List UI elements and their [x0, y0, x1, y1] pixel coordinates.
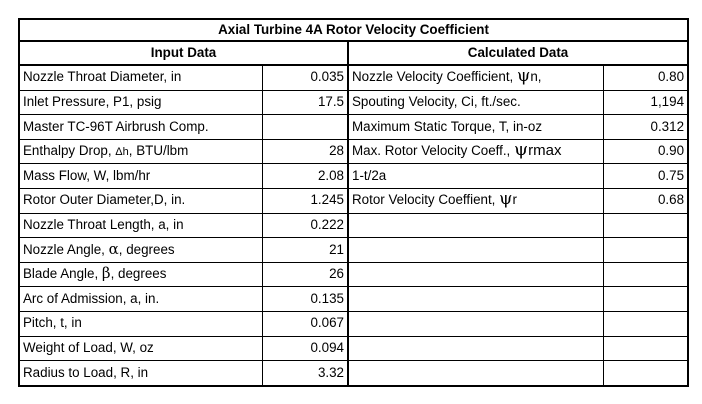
empty-cell [347, 335, 604, 362]
calc-label-text: Nozzle Velocity Coefficient, [352, 69, 517, 85]
input-label: Pitch, t, in [18, 310, 263, 337]
table-row: Nozzle Throat Diameter, in 0.035 Nozzle … [18, 64, 690, 91]
table-title: Axial Turbine 4A Rotor Velocity Coeffici… [17, 18, 690, 42]
input-label: Inlet Pressure, P1, psig [18, 89, 263, 116]
psi-symbol: ψ [514, 139, 529, 161]
table-row: Inlet Pressure, P1, psig 17.5 Spouting V… [18, 89, 690, 116]
empty-cell [347, 212, 604, 239]
calc-label-text: Max. Rotor Velocity Coeff., [352, 143, 514, 159]
input-value: 28 [261, 138, 349, 165]
calc-value: 0.312 [602, 114, 690, 140]
table-row: Pitch, t, in 0.067 [18, 310, 690, 337]
input-label: Nozzle Angle, α, degrees [18, 237, 263, 263]
calc-label-suffix: n, [530, 69, 542, 85]
input-value: 0.222 [261, 212, 349, 239]
empty-cell [602, 237, 690, 263]
table-row: Nozzle Throat Length, a, in 0.222 [18, 212, 690, 239]
empty-cell [602, 360, 690, 387]
header-row: Input Data Calculated Data [18, 40, 690, 66]
table-row: Enthalpy Drop, Δh, BTU/lbm 28 Max. Rotor… [18, 138, 690, 165]
input-value: 17.5 [261, 89, 349, 116]
calc-value: 0.80 [602, 64, 690, 91]
empty-cell [347, 360, 604, 387]
input-value: 21 [261, 237, 349, 263]
input-label-suffix: , degrees [110, 266, 167, 282]
calc-label-text: Rotor Velocity Coeffient, [352, 192, 500, 208]
input-value: 1.245 [261, 187, 349, 214]
input-data-header: Input Data [18, 40, 349, 66]
alpha-symbol: α [108, 239, 119, 258]
input-label: Radius to Load, R, in [18, 360, 263, 387]
input-value: 2.08 [261, 163, 349, 189]
table-row: Weight of Load, W, oz 0.094 [18, 335, 690, 362]
calc-label-suffix: rmax [528, 142, 562, 160]
table-row: Rotor Outer Diameter,D, in. 1.245 Rotor … [18, 187, 690, 214]
input-label-text: Blade Angle, [23, 266, 102, 282]
input-label: Enthalpy Drop, Δh, BTU/lbm [18, 138, 263, 165]
empty-cell [347, 310, 604, 337]
input-label: Blade Angle, β, degrees [18, 261, 263, 288]
empty-cell [602, 261, 690, 288]
input-label: Rotor Outer Diameter,D, in. [18, 187, 263, 214]
table-row: Radius to Load, R, in 3.32 [18, 360, 690, 387]
input-label-text: Nozzle Angle, [23, 241, 109, 257]
empty-cell [602, 310, 690, 337]
empty-cell [347, 261, 604, 288]
calc-value: 1,194 [602, 89, 690, 116]
table-row: Arc of Admission, a, in. 0.135 [18, 286, 690, 312]
input-value [261, 114, 349, 140]
input-value: 3.32 [261, 360, 349, 387]
input-value: 0.094 [261, 335, 349, 362]
turbine-data-table: Axial Turbine 4A Rotor Velocity Coeffici… [17, 18, 690, 387]
calc-label: Spouting Velocity, Ci, ft./sec. [347, 89, 604, 116]
empty-cell [602, 212, 690, 239]
input-label: Nozzle Throat Length, a, in [18, 212, 263, 239]
input-label: Mass Flow, W, lbm/hr [18, 163, 263, 189]
empty-cell [602, 335, 690, 362]
calc-label: Max. Rotor Velocity Coeff., ψrmax [347, 138, 604, 165]
calc-value: 0.90 [602, 138, 690, 165]
calc-label: Rotor Velocity Coeffient, ψr [347, 187, 604, 214]
calc-label: Nozzle Velocity Coefficient, ψn, [347, 64, 604, 91]
delta-h-symbol: Δh [115, 146, 129, 159]
input-label: Nozzle Throat Diameter, in [18, 64, 263, 91]
beta-symbol: β [101, 264, 111, 283]
input-value: 0.035 [261, 64, 349, 91]
input-value: 0.067 [261, 310, 349, 337]
input-label: Weight of Load, W, oz [18, 335, 263, 362]
psi-symbol: ψ [516, 66, 531, 87]
table-row: Nozzle Angle, α, degrees 21 [18, 237, 690, 263]
input-label: Master TC-96T Airbrush Comp. [18, 114, 263, 140]
calc-label: Maximum Static Torque, T, in-oz [347, 114, 604, 140]
calc-label: 1-t/2a [347, 163, 604, 189]
empty-cell [347, 286, 604, 312]
table-row: Master TC-96T Airbrush Comp. Maximum Sta… [18, 114, 690, 140]
table-row: Mass Flow, W, lbm/hr 2.08 1-t/2a 0.75 [18, 163, 690, 189]
input-value: 26 [261, 261, 349, 288]
calc-label-suffix: r [512, 192, 517, 208]
input-label-suffix: , BTU/lbm [128, 143, 189, 159]
empty-cell [602, 286, 690, 312]
title-row: Axial Turbine 4A Rotor Velocity Coeffici… [17, 18, 690, 42]
table-row: Blade Angle, β, degrees 26 [18, 261, 690, 288]
input-label: Arc of Admission, a, in. [18, 286, 263, 312]
calculated-data-header: Calculated Data [346, 40, 690, 66]
empty-cell [347, 237, 604, 263]
calc-value: 0.68 [602, 187, 690, 214]
calc-value: 0.75 [602, 163, 690, 189]
input-label-text: Enthalpy Drop, [23, 143, 116, 159]
psi-symbol: ψ [499, 189, 513, 210]
input-value: 0.135 [261, 286, 349, 312]
input-label-suffix: , degrees [118, 241, 175, 257]
